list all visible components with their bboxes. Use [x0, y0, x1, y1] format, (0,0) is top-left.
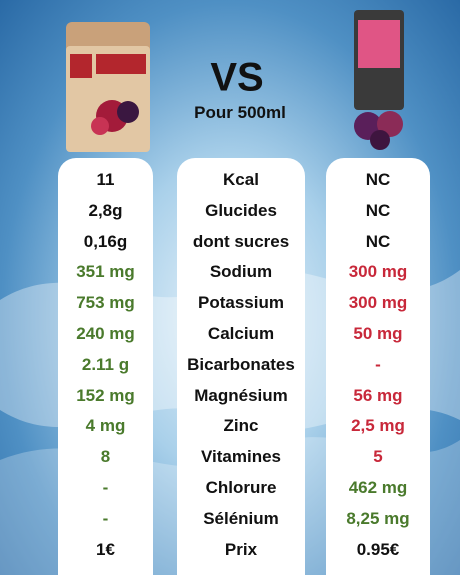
- nutrient-label: dont sucres: [192, 231, 290, 251]
- left-value: -: [102, 508, 109, 528]
- right-value: 300 mg: [348, 262, 408, 282]
- right-value: 8,25 mg: [346, 508, 410, 528]
- left-value: 240 mg: [76, 324, 135, 343]
- right-value: 50 mg: [353, 324, 403, 343]
- right-column: [326, 158, 430, 575]
- left-value: 152 mg: [76, 385, 135, 405]
- middle-column: [177, 158, 305, 575]
- right-value: 2,5 mg: [351, 416, 405, 436]
- nutrient-label: Vitamines: [200, 447, 281, 467]
- left-value: -: [102, 478, 109, 497]
- nutrient-label: Sélénium: [203, 508, 279, 528]
- product-pouch: [66, 22, 150, 152]
- left-column: [58, 158, 153, 575]
- nutrient-label: Sodium: [209, 262, 273, 282]
- right-value: 0.95€: [356, 539, 400, 559]
- product-tube: [354, 10, 404, 150]
- left-value: 351 mg: [76, 262, 135, 282]
- left-value: 0,16g: [83, 231, 128, 251]
- left-value: 2,8g: [88, 200, 123, 220]
- left-value: 1€: [96, 539, 115, 559]
- nutrient-label: Glucides: [205, 200, 277, 220]
- nutrient-label: Bicarbonates: [187, 354, 295, 374]
- right-value: NC: [365, 200, 391, 220]
- nutrient-label: Calcium: [207, 324, 275, 343]
- nutrient-label: Zinc: [223, 416, 259, 436]
- vs-label: VS: [210, 55, 264, 100]
- right-value: 56 mg: [353, 385, 403, 405]
- left-value: 4 mg: [85, 416, 126, 436]
- nutrient-label: Chlorure: [205, 478, 277, 497]
- left-value: 753 mg: [76, 293, 135, 313]
- right-value: -: [375, 354, 381, 374]
- right-value: NC: [365, 231, 391, 251]
- right-value: 462 mg: [348, 478, 408, 497]
- nutrient-label: Kcal: [223, 170, 259, 189]
- right-value: 300 mg: [348, 293, 408, 313]
- nutrient-label: Prix: [224, 539, 258, 559]
- nutrient-label: Potassium: [198, 293, 284, 313]
- right-value: NC: [365, 170, 391, 189]
- left-value: 2.11 g: [81, 354, 130, 374]
- left-value: 11: [96, 170, 115, 189]
- subtitle: Pour 500ml: [194, 103, 286, 122]
- nutrient-label: Magnésium: [194, 385, 288, 405]
- left-value: 8: [100, 447, 111, 467]
- right-value: 5: [373, 447, 383, 467]
